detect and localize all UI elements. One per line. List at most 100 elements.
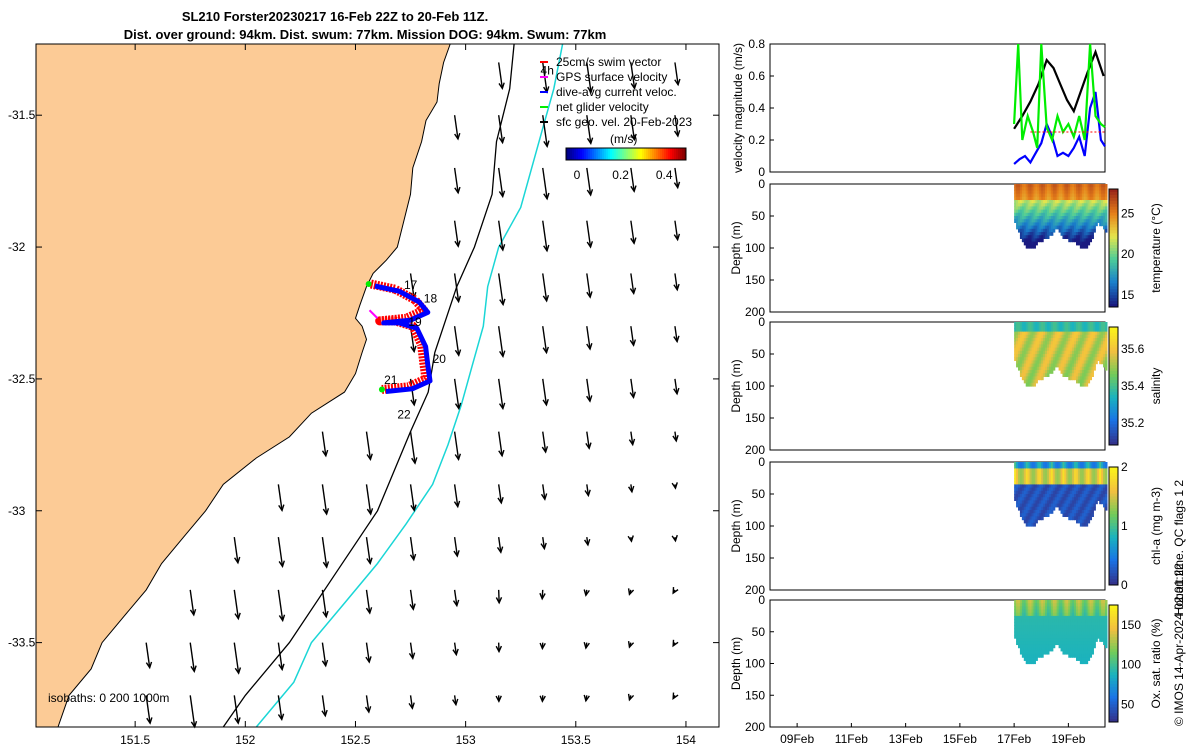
section-cell: [1087, 516, 1091, 521]
section-cell: [1035, 653, 1038, 658]
section-cell: [1072, 647, 1075, 652]
section-cell: [1058, 603, 1062, 607]
section-colorbar-cell: [1109, 528, 1118, 533]
section-cell: [1016, 628, 1019, 633]
section-cell: [1035, 503, 1038, 508]
section-cell: [1087, 631, 1091, 636]
section-cell: [1021, 503, 1025, 508]
section-cell: [1097, 331, 1100, 336]
velocity-arrow-head: [629, 339, 637, 347]
section-cell: [1056, 203, 1060, 207]
section-cell: [1046, 631, 1050, 636]
section-cell: [1019, 494, 1023, 498]
section-colorbar-frame: [1108, 604, 1119, 723]
section-cell: [1029, 328, 1033, 333]
section-cell: [1039, 232, 1042, 236]
section-cell: [1019, 481, 1023, 485]
section-cell: [1077, 490, 1081, 495]
section-cell: [1089, 612, 1093, 617]
section-cell: [1081, 644, 1085, 649]
velocity-arrow-head: [278, 560, 285, 569]
section-cell: [1095, 471, 1098, 476]
section-cell: [1060, 484, 1064, 489]
section-cell: [1074, 503, 1077, 508]
section-cell: [1048, 357, 1052, 361]
colorbar-tick-label: 0.4: [656, 168, 673, 182]
section-cell: [1033, 625, 1036, 630]
section-cell: [1050, 503, 1054, 508]
section-cell: [1077, 216, 1081, 220]
section-cell: [1023, 350, 1027, 355]
section-cell: [1058, 609, 1062, 614]
section-cell: [1041, 609, 1044, 614]
section-cell: [1058, 196, 1062, 201]
section-cell: [1029, 209, 1033, 214]
section-cell: [1058, 322, 1062, 326]
section-cell: [1056, 193, 1060, 198]
section-cell: [1091, 609, 1094, 614]
section-cell: [1041, 373, 1044, 377]
section-cell: [1093, 196, 1096, 201]
section-cell: [1021, 219, 1025, 223]
section-cell: [1031, 328, 1035, 333]
section-cell: [1072, 190, 1075, 195]
section-cell: [1041, 209, 1044, 214]
section-cell: [1103, 347, 1106, 352]
section-cell: [1081, 647, 1085, 652]
section-cell: [1062, 232, 1065, 236]
section-cell: [1029, 206, 1033, 211]
section-cell: [1019, 196, 1023, 201]
section-cell: [1074, 200, 1077, 204]
section-cell: [1039, 612, 1042, 617]
section-cell: [1029, 634, 1033, 639]
section-cell: [1052, 500, 1056, 505]
section-cell: [1046, 506, 1050, 511]
section-cell: [1025, 379, 1029, 384]
section-cell: [1027, 219, 1031, 223]
section-cell: [1095, 487, 1098, 492]
section-cell: [1075, 216, 1079, 220]
section-cell: [1031, 497, 1035, 501]
section-cell: [1021, 331, 1025, 336]
section-cell: [1052, 487, 1056, 492]
section-cell: [1029, 625, 1033, 630]
section-cell: [1081, 196, 1085, 201]
section-colorbar-cell: [1109, 607, 1118, 612]
section-cell: [1091, 490, 1094, 495]
section-cell: [1091, 209, 1094, 214]
section-cell: [1041, 474, 1044, 479]
section-cell: [1027, 235, 1031, 239]
section-cell: [1048, 360, 1052, 365]
section-cell: [1075, 465, 1079, 469]
section-cell: [1077, 609, 1081, 614]
section-cell: [1095, 328, 1098, 333]
section-cell: [1016, 474, 1019, 479]
section-cell: [1043, 468, 1046, 473]
section-cell: [1039, 481, 1042, 485]
colorbar-cell: [640, 148, 643, 160]
colorbar-cell: [586, 148, 589, 160]
section-cell: [1072, 376, 1075, 381]
section-cell: [1029, 222, 1033, 227]
section-cell: [1033, 350, 1036, 355]
section-colorbar-cell: [1109, 283, 1118, 287]
section-cell: [1033, 619, 1036, 623]
velocity-arrow: [542, 167, 548, 199]
section-cell: [1085, 366, 1089, 371]
section-cell: [1079, 471, 1083, 476]
section-cell: [1072, 370, 1075, 374]
section-cell: [1085, 494, 1089, 498]
section-cell: [1070, 184, 1073, 188]
section-colorbar-cell: [1109, 215, 1118, 219]
section-cell: [1027, 376, 1031, 381]
section-y-tick-label: 50: [752, 209, 766, 223]
velocity-arrow-head: [630, 237, 637, 245]
section-cell: [1070, 638, 1073, 642]
section-cell: [1097, 622, 1100, 626]
section-cell: [1035, 235, 1038, 239]
section-cell: [1041, 503, 1044, 508]
velocity-arrow-head: [543, 244, 550, 253]
section-cell: [1052, 347, 1056, 352]
